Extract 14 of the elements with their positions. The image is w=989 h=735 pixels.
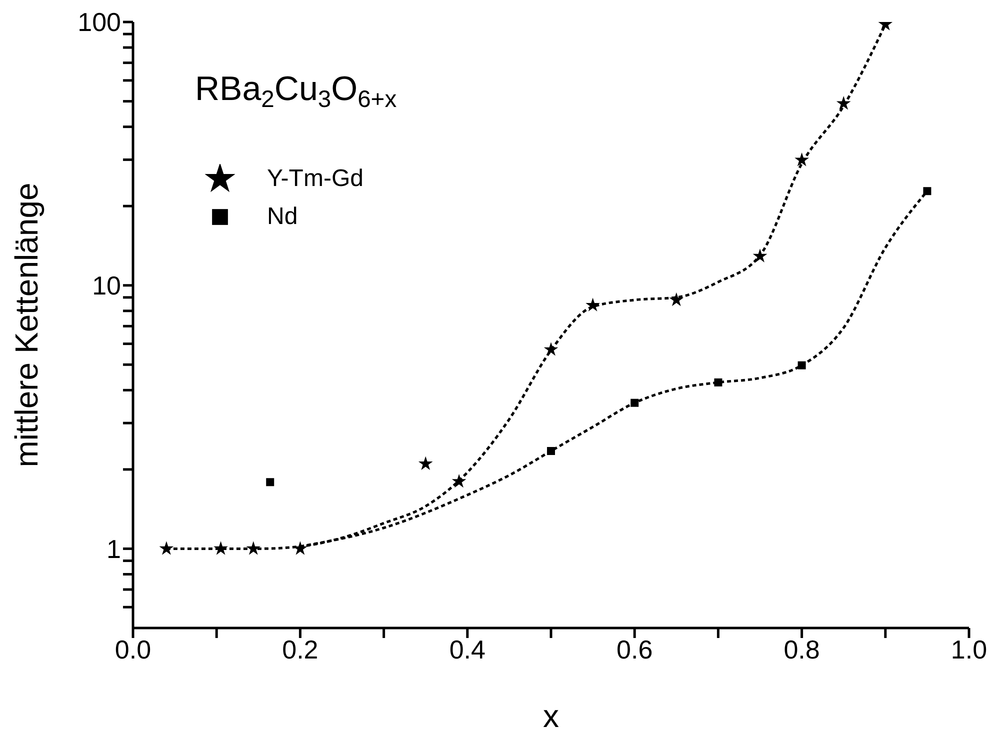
x-tick-label: 0.0 [114,634,152,664]
legend-label: Nd [267,203,298,231]
x-tick-label: 0.2 [282,634,318,664]
x-tick-label: 0.6 [616,634,653,664]
y-axis-title: mittlere Kettenlänge [8,182,44,468]
x-tick-label: 0.8 [784,634,820,664]
y-tick-label: 100 [78,7,121,38]
annotation: RBa$_{2}$Cu$_{3}$O$_{6+x}$ [195,70,397,114]
x-tick-label: 0.4 [449,634,486,664]
legend-label: Y-Tm-Gd [267,165,364,193]
y-tick-label: 10 [92,270,121,301]
x-tick-label: 1.0 [950,634,988,664]
x-axis-title: x [543,698,559,734]
y-tick-label: 1 [106,534,121,564]
